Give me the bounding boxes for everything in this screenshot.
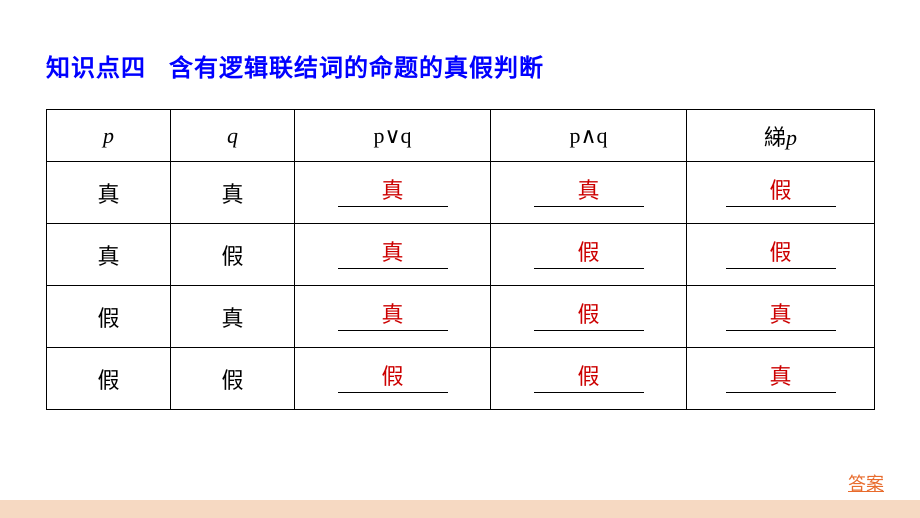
footer-bar xyxy=(0,500,920,518)
truth-table: p q p∨q p∧q 綈p 真 真 真 真 假 真 假 真 假 假 xyxy=(46,109,875,410)
col-header-q: q xyxy=(171,110,295,162)
col-header-p-and-q: p∧q xyxy=(491,110,687,162)
answer-blank: 假 xyxy=(534,364,644,393)
cell-p: 真 xyxy=(47,224,171,286)
answer-blank: 假 xyxy=(534,302,644,331)
col-header-p-or-q: p∨q xyxy=(295,110,491,162)
answer-blank: 假 xyxy=(338,364,448,393)
answer-blank: 真 xyxy=(338,240,448,269)
answer-blank: 假 xyxy=(726,178,836,207)
answer-blank: 真 xyxy=(726,364,836,393)
table-row: 真 假 真 假 假 xyxy=(47,224,875,286)
cell-q: 假 xyxy=(171,224,295,286)
answer-blank: 假 xyxy=(726,240,836,269)
cell-p-and-q: 真 xyxy=(491,162,687,224)
slide: 知识点四 含有逻辑联结词的命题的真假判断 p q p∨q p∧q 綈p 真 真 … xyxy=(0,0,920,518)
cell-p: 假 xyxy=(47,348,171,410)
cell-p-and-q: 假 xyxy=(491,286,687,348)
col-header-not-p: 綈p xyxy=(687,110,875,162)
cell-not-p: 假 xyxy=(687,224,875,286)
header-not-p-prefix: 綈 xyxy=(764,125,786,150)
header-p-and-q-text: p∧q xyxy=(569,123,607,148)
cell-p-and-q: 假 xyxy=(491,348,687,410)
answer-blank: 真 xyxy=(338,178,448,207)
cell-p-or-q: 真 xyxy=(295,224,491,286)
cell-p: 假 xyxy=(47,286,171,348)
table-row: 假 真 真 假 真 xyxy=(47,286,875,348)
answer-blank: 真 xyxy=(726,302,836,331)
cell-q: 真 xyxy=(171,286,295,348)
header-p-or-q-text: p∨q xyxy=(373,123,411,148)
cell-p-or-q: 假 xyxy=(295,348,491,410)
table-header-row: p q p∨q p∧q 綈p xyxy=(47,110,875,162)
col-header-p: p xyxy=(47,110,171,162)
header-not-p-var: p xyxy=(786,125,797,150)
cell-q: 真 xyxy=(171,162,295,224)
cell-p: 真 xyxy=(47,162,171,224)
cell-not-p: 假 xyxy=(687,162,875,224)
cell-p-or-q: 真 xyxy=(295,286,491,348)
cell-q: 假 xyxy=(171,348,295,410)
cell-not-p: 真 xyxy=(687,348,875,410)
cell-not-p: 真 xyxy=(687,286,875,348)
answer-blank: 真 xyxy=(534,178,644,207)
answer-link[interactable]: 答案 xyxy=(848,470,884,496)
cell-p-or-q: 真 xyxy=(295,162,491,224)
answer-blank: 假 xyxy=(534,240,644,269)
cell-p-and-q: 假 xyxy=(491,224,687,286)
table-row: 假 假 假 假 真 xyxy=(47,348,875,410)
section-title: 知识点四 含有逻辑联结词的命题的真假判断 xyxy=(46,48,874,83)
answer-blank: 真 xyxy=(338,302,448,331)
table-row: 真 真 真 真 假 xyxy=(47,162,875,224)
